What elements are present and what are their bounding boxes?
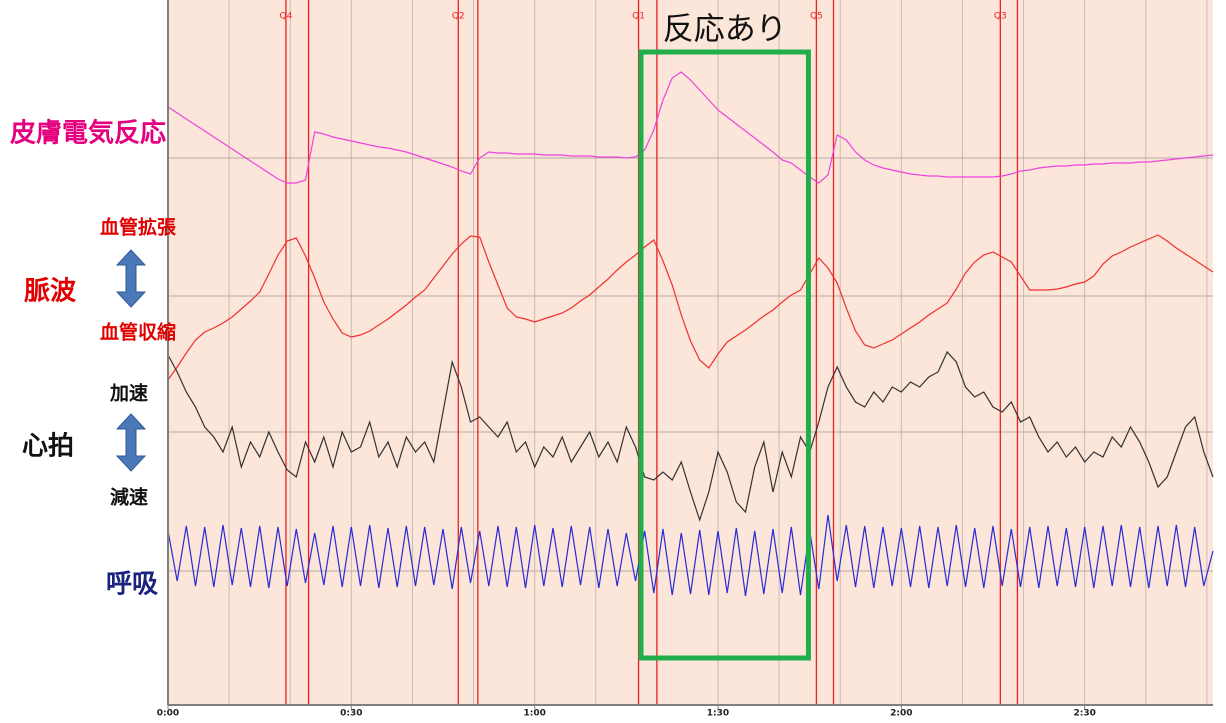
question-label: Q4 [280,12,293,22]
x-tick-label: 2:00 [890,709,912,719]
chart-title: 反応あり [663,12,787,48]
decel-label: 減速 [110,486,148,509]
trace [167,514,1214,597]
x-tick-label: 0:30 [340,709,362,719]
heart-label: 心拍 [22,432,74,462]
skin-label: 皮膚電気反応 [10,118,166,149]
x-tick-label: 0:00 [157,709,179,719]
dilation-label: 血管拡張 [100,216,177,239]
x-tick-label: 2:30 [1073,709,1095,719]
pulse-label: 脈波 [24,277,77,307]
question-label: Q1 [632,12,645,22]
accel-label: 加速 [109,382,148,405]
arrow-heart [115,413,147,472]
constriction-label: 血管収縮 [100,321,176,344]
plot-background [168,0,1213,705]
breath-label: 呼吸 [106,570,158,600]
plot-area: Q4 Q2 Q1 Q5 Q3 0:00 0:30 1:00 1:30 2:00 2:30 [157,0,1214,719]
arrow-pulse [115,249,147,308]
question-label: Q2 [452,12,465,22]
question-label: Q5 [810,12,823,22]
x-tick-label: 1:00 [523,709,545,719]
trace [167,350,1214,522]
trace [167,71,1214,184]
x-tick-label: 1:30 [707,709,729,719]
trace [167,234,1214,381]
response-box [638,49,811,661]
question-label: Q3 [994,12,1007,22]
